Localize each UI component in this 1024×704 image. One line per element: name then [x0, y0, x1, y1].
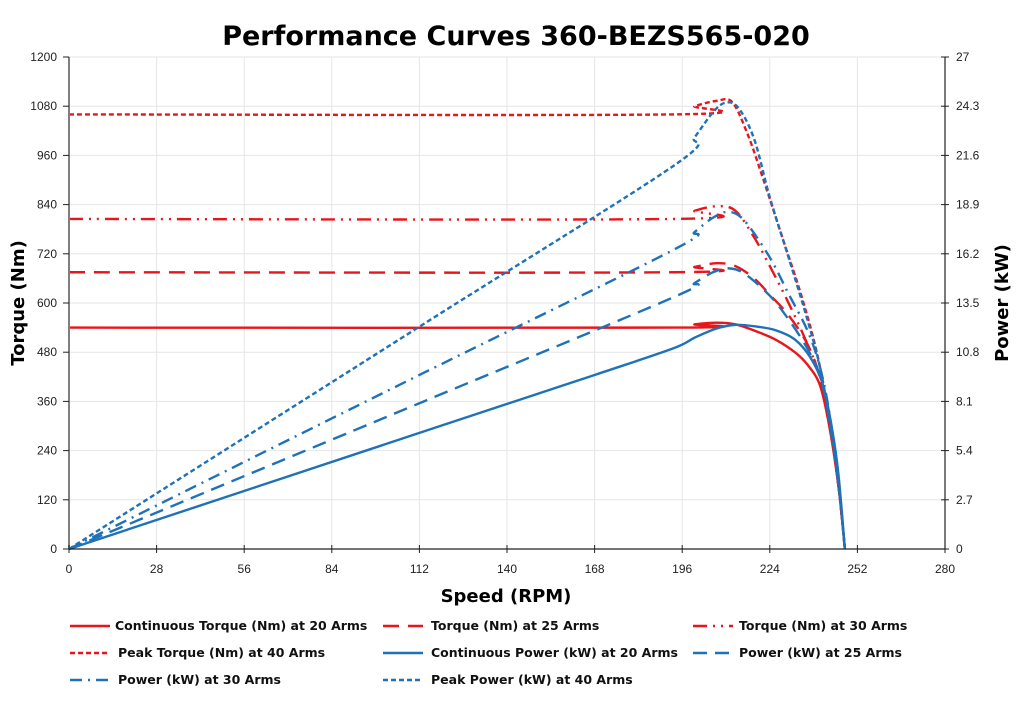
y-tick-label-left: 360	[37, 394, 57, 408]
y-tick-label-right: 8.1	[956, 394, 973, 408]
y-tick-label-left: 720	[37, 247, 57, 261]
legend-label-2: Torque (Nm) at 25 Arms	[431, 618, 599, 633]
y-tick-label-right: 2.7	[956, 493, 973, 507]
series-line-8	[68, 101, 847, 551]
y-tick-label-right: 21.6	[956, 148, 980, 162]
series-line-2	[68, 262, 847, 550]
y-tick-label-left: 240	[37, 444, 57, 458]
x-tick-label: 0	[66, 562, 73, 576]
y-tick-label-left: 960	[37, 148, 57, 162]
series-line-3	[68, 205, 847, 550]
y-tick-label-left: 1080	[30, 99, 57, 113]
x-tick-label: 140	[497, 562, 517, 576]
x-tick-label: 28	[150, 562, 164, 576]
legend-label-8: Peak Power (kW) at 40 Arms	[431, 672, 633, 687]
x-tick-label: 224	[760, 562, 780, 576]
legend-label-7: Power (kW) at 30 Arms	[118, 672, 281, 687]
series-line-4	[68, 97, 847, 550]
y-tick-label-left: 1200	[30, 50, 57, 64]
y-tick-label-left: 600	[37, 296, 57, 310]
y-axis-title-right: Power (kW)	[992, 244, 1013, 362]
y-tick-label-right: 0	[956, 542, 963, 556]
x-tick-label: 196	[672, 562, 692, 576]
x-axis-title: Speed (RPM)	[441, 586, 572, 607]
x-tick-label: 56	[238, 562, 252, 576]
y-tick-label-right: 24.3	[956, 99, 980, 113]
y-tick-label-right: 10.8	[956, 345, 980, 359]
y-tick-label-left: 0	[50, 542, 57, 556]
x-tick-label: 112	[410, 562, 429, 576]
y-tick-label-right: 5.4	[956, 444, 973, 458]
y-tick-label-right: 27	[956, 50, 970, 64]
series-line-1	[68, 321, 847, 550]
y-tick-label-left: 840	[37, 198, 57, 212]
gridlines	[69, 56, 946, 549]
legend-label-3: Torque (Nm) at 30 Arms	[739, 618, 907, 633]
series-line-5	[68, 323, 847, 551]
series-line-7	[68, 210, 847, 551]
chart-title: Performance Curves 360-BEZS565-020	[222, 21, 810, 52]
axes: 0 28 56 84 112 140 168 196 224 252 280012024036048…	[30, 50, 979, 576]
x-tick-label: 280	[935, 562, 955, 576]
y-tick-label-left: 480	[37, 345, 57, 359]
legend-label-4: Peak Torque (Nm) at 40 Arms	[118, 645, 325, 660]
legend-label-5: Continuous Power (kW) at 20 Arms	[431, 645, 678, 660]
y-tick-label-right: 16.2	[956, 247, 980, 261]
x-tick-label: 168	[585, 562, 605, 576]
legend: Continuous Torque (Nm) at 20 Arms Torque …	[70, 618, 907, 687]
legend-label-1: Continuous Torque (Nm) at 20 Arms	[115, 618, 367, 633]
y-tick-label-left: 120	[37, 493, 57, 507]
y-axis-title-left: Torque (Nm)	[8, 240, 29, 366]
y-tick-label-right: 13.5	[956, 296, 980, 310]
legend-label-6: Power (kW) at 25 Arms	[739, 645, 902, 660]
x-tick-label: 252	[847, 562, 867, 576]
series-line-6	[68, 267, 847, 551]
x-tick-label: 84	[325, 562, 339, 576]
y-tick-label-right: 18.9	[956, 198, 980, 212]
series-group	[68, 97, 847, 551]
